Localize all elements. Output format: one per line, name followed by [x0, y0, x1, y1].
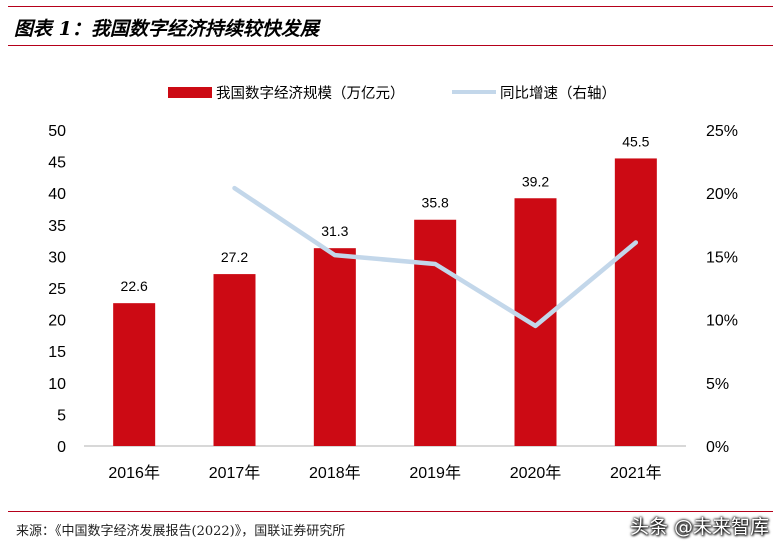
- growth-line: [232, 185, 639, 329]
- top-rule: [8, 6, 773, 7]
- y-right-tick-label: 15%: [706, 249, 738, 266]
- x-tick-label: 2017年: [209, 464, 261, 482]
- bottom-rule: [8, 511, 773, 512]
- figure-title: 图表 1：我国数字经济持续较快发展: [14, 18, 319, 40]
- bar: [313, 248, 356, 446]
- x-tick-label: 2016年: [108, 464, 160, 482]
- axes: 0 5 10 15 20 25 30 35 40 45 50 0% 5% 10% 15% 20% 25% 2016…: [48, 123, 738, 482]
- y-right-tick-label: 25%: [706, 123, 738, 140]
- watermark: 头条 @未来智库: [629, 516, 769, 538]
- title-rule: [8, 45, 773, 46]
- bar-data-label: 31.3: [321, 223, 348, 239]
- y-left-tick-label: 10: [48, 376, 66, 393]
- bar-data-label: 35.8: [422, 195, 449, 211]
- y-left-tick-label: 0: [57, 439, 66, 456]
- y-left-tick-label: 20: [48, 313, 66, 330]
- x-tick-label: 2019年: [409, 464, 461, 482]
- y-left-tick-label: 5: [57, 407, 66, 424]
- y-left-tick-label: 15: [48, 344, 66, 361]
- bar-series: 22.6 27.2 31.3 35.8 39.2 45.5: [113, 133, 657, 446]
- bar-data-label: 27.2: [221, 249, 248, 265]
- bar: [514, 198, 557, 446]
- x-tick-label: 2021年: [610, 464, 662, 482]
- y-left-tick-label: 45: [48, 155, 66, 172]
- growth-line-series: [232, 185, 639, 329]
- legend: 我国数字经济规模（万亿元） 同比增速（右轴）: [168, 85, 616, 102]
- y-left-tick-label: 40: [48, 186, 66, 203]
- y-right-tick-label: 20%: [706, 186, 738, 203]
- y-right-tick-label: 0%: [706, 439, 729, 456]
- y-left-tick-label: 35: [48, 218, 66, 235]
- legend-bar-label: 我国数字经济规模（万亿元）: [216, 85, 405, 102]
- bar: [614, 158, 657, 446]
- bar: [113, 303, 156, 446]
- bar-data-label: 45.5: [622, 133, 649, 149]
- x-tick-label: 2020年: [510, 464, 562, 482]
- x-tick-label: 2018年: [309, 464, 361, 482]
- bar-data-label: 22.6: [121, 278, 148, 294]
- y-right-tick-label: 10%: [706, 313, 738, 330]
- source-note: 来源：《中国数字经济发展报告(2022)》，国联证券研究所: [16, 524, 346, 539]
- y-left-tick-label: 30: [48, 249, 66, 266]
- bar: [213, 274, 256, 446]
- legend-line-label: 同比增速（右轴）: [500, 85, 616, 102]
- y-left-tick-label: 50: [48, 123, 66, 140]
- bar-data-label: 39.2: [522, 173, 549, 189]
- y-right-tick-label: 5%: [706, 376, 729, 393]
- legend-bar-swatch: [168, 87, 212, 98]
- y-left-tick-label: 25: [48, 281, 66, 298]
- bar: [414, 219, 457, 446]
